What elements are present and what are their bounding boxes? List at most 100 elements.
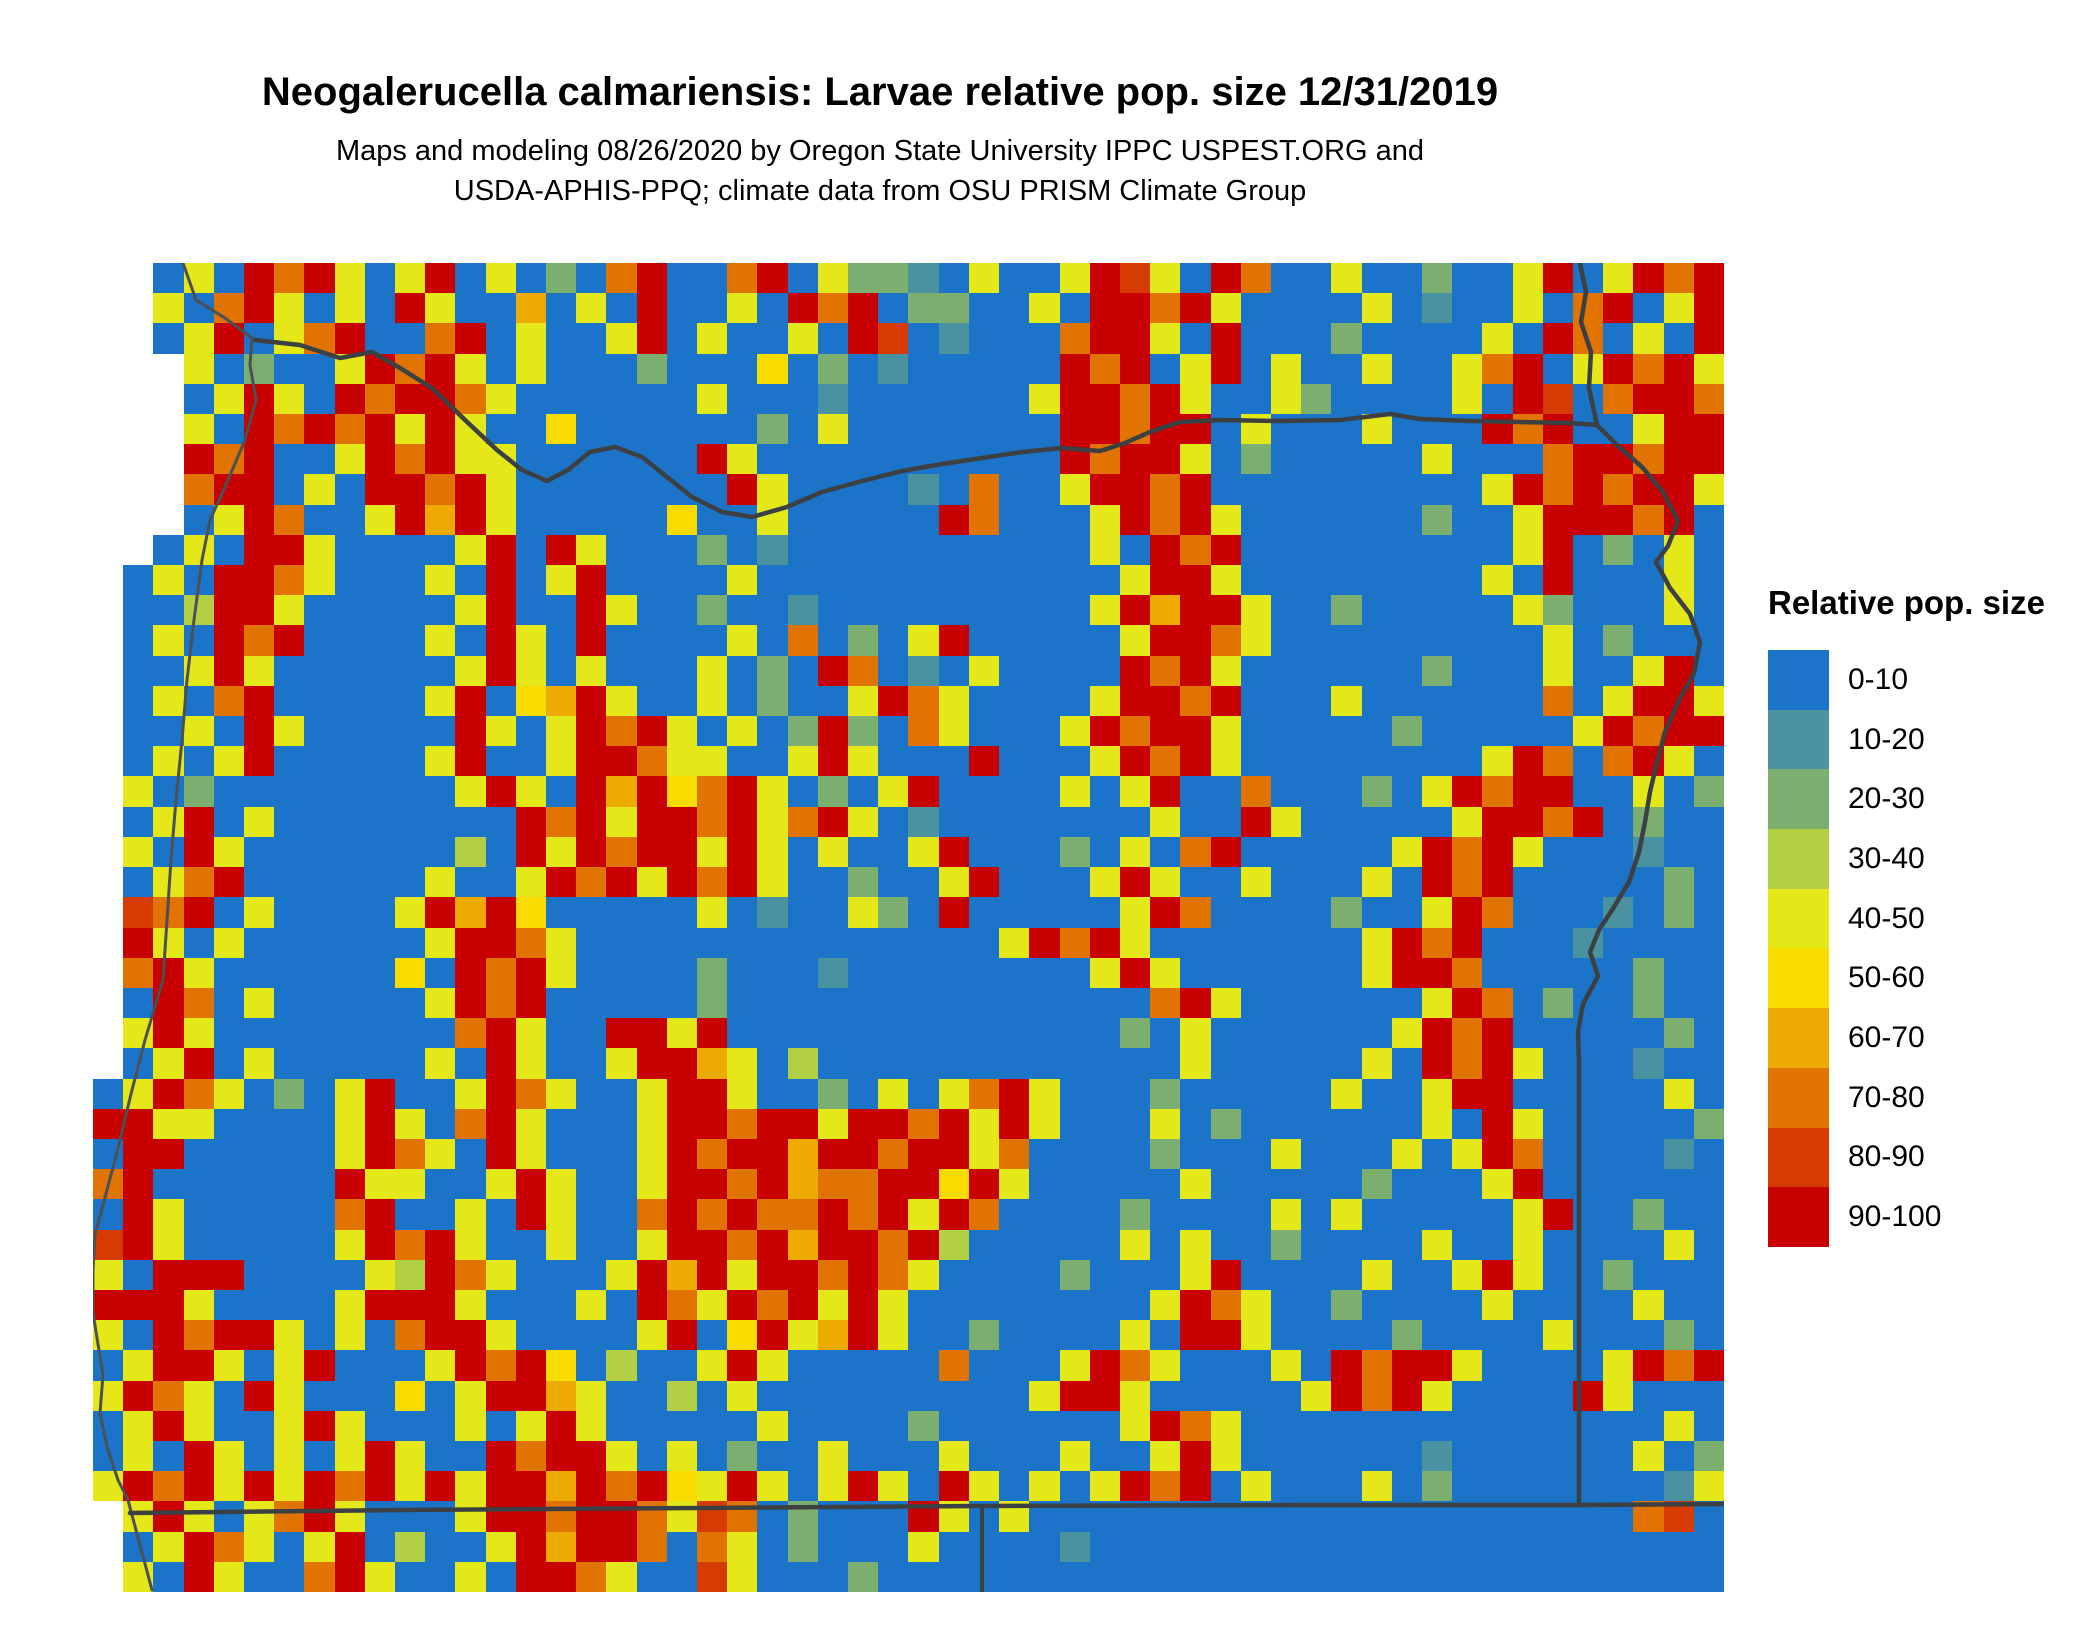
raster-cell	[817, 444, 849, 475]
raster-cell	[1512, 836, 1543, 868]
raster-cell	[1119, 987, 1151, 1019]
raster-cell	[93, 1289, 124, 1321]
raster-cell	[1029, 1108, 1060, 1139]
raster-cell	[1150, 595, 1181, 626]
raster-cell	[1452, 1531, 1483, 1562]
raster-cell	[938, 1138, 969, 1170]
raster-cell	[213, 625, 245, 656]
raster-cell	[606, 897, 637, 928]
raster-cell	[1240, 263, 1271, 294]
raster-cell	[1301, 1380, 1332, 1411]
raster-cell	[999, 1078, 1030, 1109]
raster-cell	[817, 1259, 849, 1290]
raster-cell	[576, 625, 607, 656]
raster-cell	[666, 927, 698, 958]
raster-cell	[1331, 504, 1362, 535]
raster-cell	[1603, 444, 1634, 475]
raster-cell	[546, 1561, 577, 1592]
raster-cell	[183, 897, 214, 928]
raster-cell	[757, 1561, 788, 1592]
raster-cell	[1029, 685, 1060, 717]
raster-cell	[1603, 927, 1634, 958]
raster-cell	[1089, 323, 1120, 354]
raster-cell	[1029, 1531, 1060, 1562]
raster-cell	[1301, 1018, 1332, 1049]
raster-cell	[183, 474, 214, 505]
raster-cell	[1210, 716, 1241, 747]
raster-cell	[1633, 565, 1664, 596]
raster-cell	[1119, 685, 1151, 717]
raster-cell	[666, 414, 698, 445]
raster-cell	[1421, 1320, 1453, 1351]
raster-cell	[757, 655, 788, 686]
raster-cell	[817, 565, 849, 596]
raster-cell	[938, 1501, 969, 1532]
raster-cell	[1542, 1259, 1573, 1290]
raster-cell	[455, 414, 486, 445]
raster-cell	[244, 1078, 275, 1109]
raster-cell	[1270, 1440, 1302, 1472]
raster-cell	[1421, 716, 1453, 747]
raster-cell	[848, 1169, 879, 1200]
raster-cell	[123, 444, 153, 474]
raster-cell	[1572, 1289, 1604, 1321]
raster-cell	[1603, 1289, 1634, 1321]
raster-cell	[1391, 1410, 1422, 1441]
raster-cell	[1180, 474, 1211, 505]
raster-cell	[1210, 1350, 1241, 1381]
raster-cell	[1693, 867, 1724, 898]
raster-cell	[1693, 1350, 1724, 1381]
raster-cell	[1119, 1259, 1151, 1290]
raster-cell	[878, 625, 909, 656]
raster-cell	[817, 625, 849, 656]
raster-cell	[697, 867, 728, 898]
raster-cell	[1150, 293, 1181, 324]
raster-cell	[425, 685, 456, 717]
raster-cell	[697, 414, 728, 445]
raster-cell	[606, 957, 637, 988]
raster-cell	[1210, 746, 1241, 777]
raster-cell	[153, 595, 184, 626]
raster-cell	[1150, 1320, 1181, 1351]
map-canvas	[93, 263, 1724, 1592]
raster-cell	[153, 776, 184, 807]
raster-cell	[817, 534, 849, 566]
raster-cell	[878, 353, 909, 384]
raster-cell	[1482, 595, 1513, 626]
raster-cell	[546, 323, 577, 354]
raster-cell	[878, 1048, 909, 1079]
raster-cell	[1180, 1471, 1211, 1502]
raster-cell	[1059, 836, 1090, 868]
raster-cell	[1089, 927, 1120, 958]
raster-cell	[1331, 474, 1362, 505]
raster-cell	[244, 504, 275, 535]
raster-cell	[515, 293, 547, 324]
raster-cell	[908, 987, 939, 1019]
raster-cell	[697, 1108, 728, 1139]
raster-cell	[787, 655, 818, 686]
raster-cell	[848, 625, 879, 656]
raster-cell	[999, 987, 1030, 1019]
raster-cell	[787, 414, 818, 445]
raster-cell	[244, 776, 275, 807]
raster-cell	[1059, 1471, 1090, 1502]
raster-cell	[455, 565, 486, 596]
raster-cell	[908, 1108, 939, 1139]
raster-cell	[636, 897, 667, 928]
raster-cell	[546, 1531, 577, 1562]
raster-cell	[1331, 655, 1362, 686]
raster-cell	[1391, 1078, 1422, 1109]
raster-cell	[1482, 1320, 1513, 1351]
raster-cell	[1331, 383, 1362, 415]
raster-cell	[1240, 625, 1271, 656]
raster-cell	[455, 1138, 486, 1170]
raster-cell	[1180, 263, 1211, 294]
raster-cell	[787, 867, 818, 898]
raster-cell	[576, 263, 607, 294]
raster-cell	[787, 685, 818, 717]
raster-cell	[274, 655, 305, 686]
raster-cell	[304, 414, 335, 445]
raster-cell	[666, 1471, 698, 1502]
raster-cell	[364, 1169, 396, 1200]
raster-cell	[1059, 1108, 1090, 1139]
